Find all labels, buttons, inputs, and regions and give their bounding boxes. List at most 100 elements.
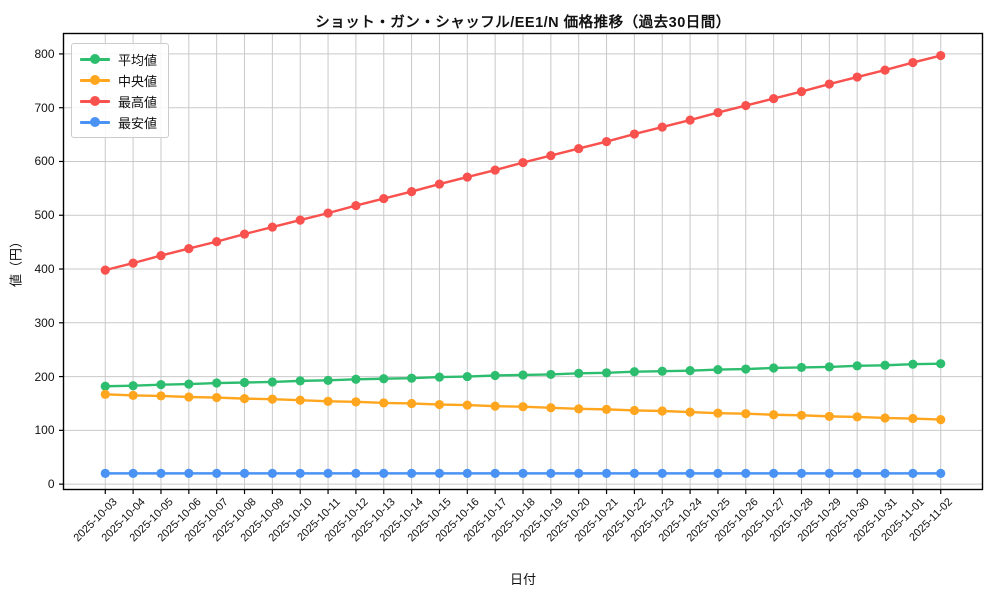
legend-line-marker-icon bbox=[80, 117, 110, 127]
y-tick-label: 300 bbox=[34, 315, 55, 330]
series-marker-3 bbox=[769, 468, 779, 478]
series-marker-0 bbox=[657, 366, 667, 376]
series-marker-0 bbox=[239, 377, 250, 388]
series-marker-3 bbox=[462, 468, 472, 478]
series-marker-0 bbox=[100, 381, 110, 391]
series-marker-3 bbox=[601, 468, 612, 478]
series-marker-2 bbox=[769, 93, 779, 104]
series-marker-1 bbox=[100, 389, 110, 399]
series-marker-3 bbox=[741, 468, 751, 478]
series-marker-3 bbox=[267, 468, 277, 478]
series-marker-3 bbox=[295, 468, 305, 478]
series-marker-2 bbox=[100, 265, 110, 275]
series-marker-1 bbox=[657, 406, 667, 416]
series-marker-2 bbox=[351, 200, 361, 211]
series-marker-2 bbox=[601, 136, 612, 147]
series-marker-1 bbox=[462, 400, 472, 410]
series-marker-1 bbox=[239, 394, 250, 404]
series-marker-0 bbox=[574, 368, 584, 378]
series-marker-3 bbox=[490, 468, 500, 478]
series-marker-3 bbox=[629, 468, 639, 478]
series-marker-2 bbox=[629, 129, 639, 139]
series-marker-2 bbox=[936, 50, 946, 61]
series-marker-3 bbox=[434, 468, 445, 478]
legend-item-3: 最安値 bbox=[80, 113, 157, 131]
series-marker-0 bbox=[824, 362, 834, 372]
series-marker-1 bbox=[601, 404, 612, 414]
series-marker-1 bbox=[490, 401, 500, 411]
series-marker-1 bbox=[880, 413, 890, 423]
series-marker-3 bbox=[407, 468, 417, 478]
series-marker-1 bbox=[685, 407, 695, 417]
series-marker-0 bbox=[546, 369, 556, 380]
series-marker-0 bbox=[601, 368, 612, 378]
series-marker-0 bbox=[379, 374, 389, 384]
series-marker-1 bbox=[351, 397, 361, 407]
series-marker-0 bbox=[434, 372, 445, 382]
series-marker-1 bbox=[741, 409, 751, 419]
series-marker-0 bbox=[490, 370, 500, 381]
series-marker-2 bbox=[295, 215, 305, 225]
series-marker-2 bbox=[824, 79, 834, 89]
series-marker-3 bbox=[657, 468, 667, 478]
series-marker-1 bbox=[546, 403, 556, 413]
series-marker-3 bbox=[852, 468, 862, 478]
series-marker-2 bbox=[267, 222, 277, 232]
legend-label: 平均値 bbox=[118, 52, 158, 68]
series-marker-0 bbox=[407, 373, 417, 383]
series-marker-3 bbox=[100, 468, 110, 478]
series-marker-3 bbox=[936, 468, 946, 478]
series-marker-2 bbox=[880, 65, 890, 75]
series-marker-1 bbox=[769, 410, 779, 420]
series-marker-2 bbox=[546, 150, 556, 161]
series-marker-1 bbox=[156, 391, 166, 401]
legend-label: 最安値 bbox=[118, 115, 158, 131]
series-marker-3 bbox=[379, 468, 389, 478]
series-marker-1 bbox=[379, 398, 389, 408]
series-marker-3 bbox=[239, 468, 250, 478]
y-axis-label: 値（円） bbox=[8, 234, 24, 288]
series-marker-2 bbox=[156, 250, 166, 261]
series-marker-0 bbox=[852, 361, 862, 371]
legend-line-marker-icon bbox=[80, 75, 110, 85]
series-marker-3 bbox=[128, 468, 138, 478]
series-marker-0 bbox=[184, 379, 194, 389]
legend-line-marker-icon bbox=[80, 96, 110, 106]
series-marker-2 bbox=[741, 100, 751, 111]
legend-item-2: 最高値 bbox=[80, 92, 157, 110]
series-marker-1 bbox=[629, 405, 639, 416]
y-tick-label: 400 bbox=[34, 262, 55, 277]
series-marker-1 bbox=[713, 408, 723, 418]
series-marker-1 bbox=[128, 390, 138, 400]
series-marker-2 bbox=[908, 57, 918, 68]
legend-item-0: 平均値 bbox=[80, 50, 157, 68]
y-tick-label: 800 bbox=[34, 46, 55, 61]
series-marker-1 bbox=[267, 394, 277, 404]
series-marker-1 bbox=[323, 396, 333, 406]
series-marker-1 bbox=[407, 398, 417, 409]
series-marker-2 bbox=[212, 237, 222, 247]
series-marker-1 bbox=[824, 411, 834, 421]
series-marker-2 bbox=[184, 243, 194, 254]
series-marker-0 bbox=[295, 376, 305, 386]
series-marker-0 bbox=[156, 380, 166, 390]
series-marker-0 bbox=[518, 370, 528, 380]
series-marker-3 bbox=[796, 468, 807, 478]
y-tick-label: 200 bbox=[34, 369, 55, 384]
series-marker-3 bbox=[351, 468, 361, 478]
series-marker-2 bbox=[379, 193, 389, 204]
series-marker-3 bbox=[323, 468, 333, 478]
series-marker-2 bbox=[407, 186, 417, 197]
series-marker-0 bbox=[796, 362, 807, 373]
series-marker-3 bbox=[184, 468, 194, 478]
series-marker-2 bbox=[323, 208, 333, 218]
series-marker-0 bbox=[769, 363, 779, 373]
legend-line-marker-icon bbox=[80, 54, 110, 64]
series-marker-1 bbox=[184, 392, 194, 402]
series-marker-2 bbox=[574, 143, 584, 154]
series-marker-2 bbox=[518, 157, 528, 168]
legend-label: 最高値 bbox=[118, 94, 158, 110]
series-marker-0 bbox=[351, 374, 361, 384]
